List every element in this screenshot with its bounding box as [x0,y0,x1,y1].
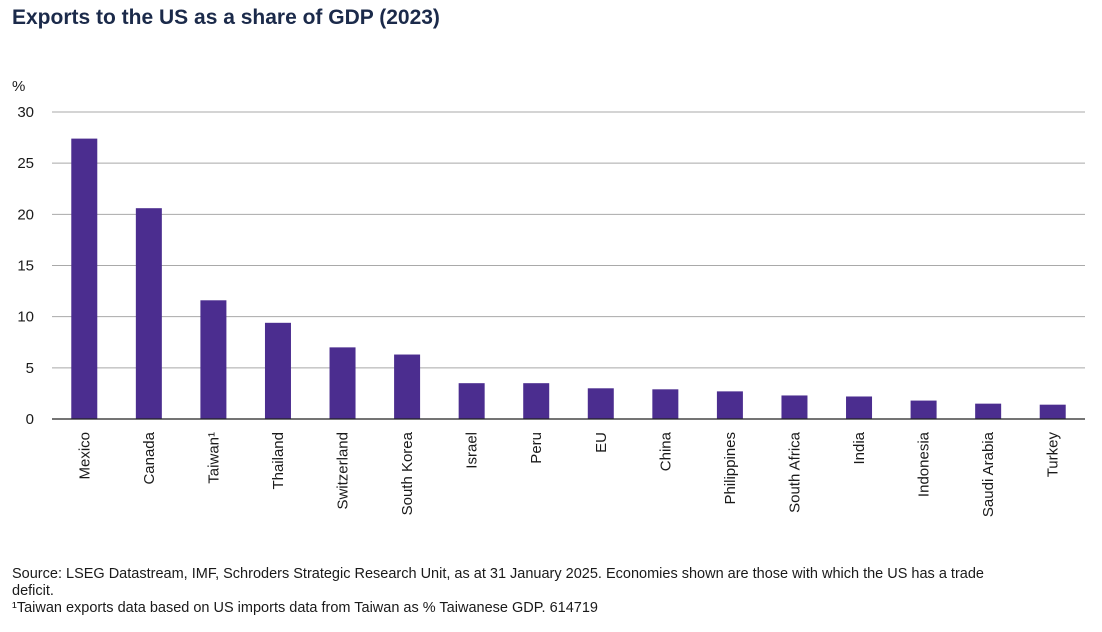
bar-switzerland [329,347,356,419]
bar-mexico [71,138,98,419]
bar-south-africa [781,395,808,419]
x-tick-label: Turkey [1045,432,1062,478]
x-tick-label: Mexico [76,432,93,480]
bar-taiwan [200,300,227,419]
bar-israel [458,383,485,419]
x-tick-label: Thailand [270,432,287,490]
bar-turkey [1039,404,1066,419]
y-tick-label: 0 [26,411,34,428]
y-tick-label: 25 [17,155,34,172]
y-axis-label: % [12,78,25,95]
x-tick-label: Canada [141,431,158,484]
source-note: Source: LSEG Datastream, IMF, Schroders … [12,566,984,599]
x-tick-label: EU [593,432,610,453]
y-tick-label: 15 [17,258,34,275]
chart-title: Exports to the US as a share of GDP (202… [12,6,440,29]
y-tick-label: 30 [17,104,34,121]
y-tick-label: 5 [26,360,34,377]
bar-china [652,389,679,419]
x-tick-label: Philippines [722,432,739,505]
bar-south-korea [394,354,421,419]
x-tick-label: Indonesia [916,431,933,497]
bar-canada [135,208,162,419]
x-tick-label: Taiwan¹ [205,432,222,484]
x-tick-label: South Africa [786,431,803,513]
x-tick-label: Peru [528,432,545,464]
x-axis-labels: Mexico Canada Taiwan¹ Thailand Switzerland So… [76,431,1061,517]
bar-saudi-arabia [975,403,1002,419]
y-tick-label: 10 [17,309,34,326]
x-tick-label: Switzerland [335,432,352,510]
x-tick-label: Israel [464,432,481,469]
x-tick-label: South Korea [399,431,416,515]
bar-india [846,396,873,419]
y-tick-label: 20 [17,206,34,223]
bar-philippines [716,391,743,419]
x-tick-label: China [657,431,674,471]
bars [71,138,1066,419]
bar-indonesia [910,400,937,419]
bar-thailand [264,322,291,419]
bar-eu [587,388,614,419]
x-tick-label: India [851,431,868,464]
bar-chart: 0 5 10 15 20 25 30 Mexico Canada Taiwan¹ Thailand… [12,78,1085,517]
bar-peru [523,383,550,419]
footnotes: Source: LSEG Datastream, IMF, Schroders … [12,566,1012,617]
taiwan-footnote: ¹Taiwan exports data based on US imports… [12,600,598,616]
gridlines [52,111,1085,369]
x-tick-label: Saudi Arabia [980,431,997,517]
y-axis-ticks: 0 5 10 15 20 25 30 [17,104,34,428]
